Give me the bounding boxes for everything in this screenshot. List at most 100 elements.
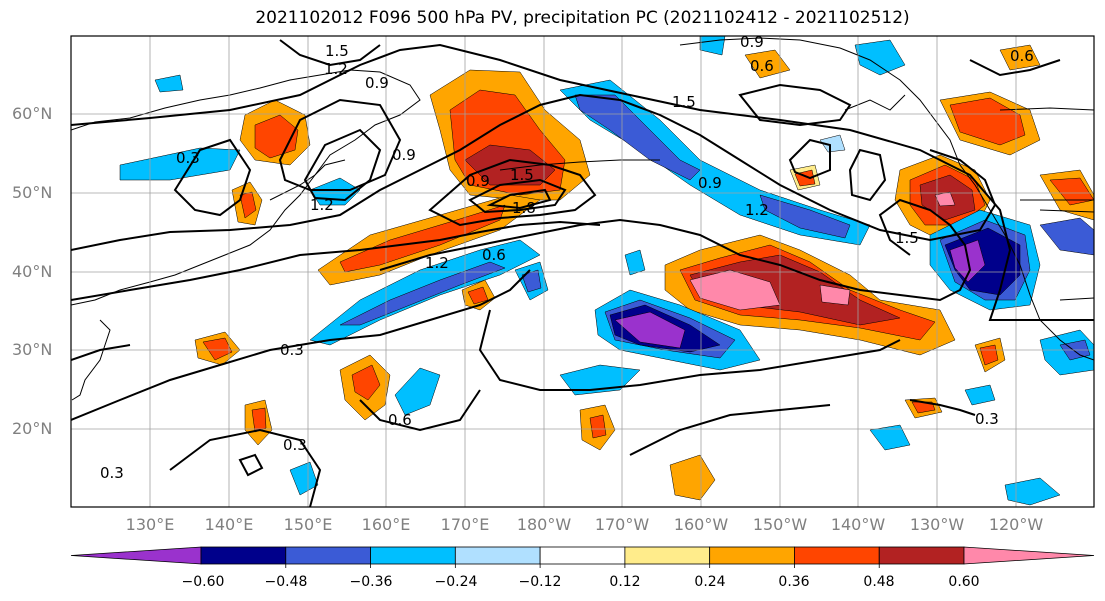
colorbar-segment <box>624 546 711 565</box>
contour-20 <box>71 344 131 361</box>
colorbar-segment <box>963 546 1095 565</box>
contour-19 <box>738 83 852 127</box>
contour-22 <box>279 39 381 67</box>
contour-1 <box>71 43 1094 321</box>
colorbar-tick-label: 0.36 <box>778 574 810 590</box>
contour-12 <box>478 309 901 391</box>
shade-arctic-orange <box>999 44 1041 71</box>
contour-labels: 1.5 1.2 0.9 0.9 0.6 0.6 0.3 0.9 1.2 0.9 … <box>100 36 1034 482</box>
shade-se2-cyan <box>1004 477 1061 506</box>
contour-label: 1.5 <box>325 42 349 60</box>
colorbar-segment <box>70 546 202 565</box>
shade-gulf-blue <box>574 94 701 181</box>
shade-south-red <box>589 414 607 439</box>
contour-label: 0.6 <box>1010 47 1034 65</box>
contour-label: 1.5 <box>510 166 534 184</box>
lat-label: 40°N <box>12 262 53 281</box>
shade-south2-orange <box>669 454 716 501</box>
colorbar <box>70 546 1095 568</box>
coastlines <box>71 37 1094 401</box>
shade-nw-cyan <box>699 36 726 56</box>
contour-label: 0.3 <box>975 410 999 428</box>
colorbar-tick-label: −0.48 <box>264 574 308 590</box>
lon-label: 140°W <box>830 515 886 534</box>
contour-label: 0.6 <box>750 57 774 75</box>
colorbar-segment <box>794 546 880 565</box>
contour-4 <box>278 98 402 191</box>
colorbar-tick-label: −0.60 <box>181 574 225 590</box>
lon-label: 170°W <box>594 515 650 534</box>
shade-northbering-orange <box>744 49 791 79</box>
lon-label: 160°E <box>361 515 411 534</box>
contour-8 <box>486 188 552 210</box>
contour-label: 0.9 <box>698 174 722 192</box>
colorbar-segment <box>200 546 287 565</box>
contour-label: 0.3 <box>283 436 307 454</box>
contour-9 <box>71 220 601 301</box>
shade-sw2-red <box>251 407 267 433</box>
contour-label: 1.2 <box>425 254 449 272</box>
shade-nwpac-red <box>339 204 506 273</box>
shade-canada-east-red <box>1049 177 1094 206</box>
shade-sw3-cyan <box>289 461 319 496</box>
colorbar-tick-label: 0.24 <box>694 574 726 590</box>
shade-alaska-cyan <box>854 39 906 76</box>
contour-label: 1.5 <box>672 93 696 111</box>
shade-east-blue <box>1039 217 1094 256</box>
contour-2 <box>71 93 997 251</box>
contour-label: 0.9 <box>392 146 416 164</box>
contour-label: 0.6 <box>482 246 506 264</box>
shade-lightblue-1 <box>819 134 846 153</box>
lon-label: 150°E <box>283 515 333 534</box>
shade-wp-red <box>202 337 233 361</box>
contour-label: 1.8 <box>512 199 536 217</box>
colorbar-segment <box>370 546 456 565</box>
contour-label: 1.2 <box>745 201 769 219</box>
contour-label: 1.2 <box>324 60 348 78</box>
shade-s-cyan3 <box>624 249 646 276</box>
lon-label: 130°W <box>909 515 965 534</box>
shade-bigisland-cyan <box>964 384 996 406</box>
lon-label: 160°W <box>673 515 729 534</box>
lon-label: 150°W <box>752 515 808 534</box>
colorbar-segment <box>878 546 965 565</box>
contour-16 <box>909 399 976 416</box>
contour-15 <box>629 404 831 456</box>
contour-17 <box>788 138 831 180</box>
contour-label: 0.3 <box>100 464 124 482</box>
contour-11 <box>71 269 531 421</box>
shade-sw-cyan <box>394 367 441 416</box>
contour-13 <box>169 428 322 507</box>
lon-label: 120°W <box>988 515 1044 534</box>
colorbar-tick-label: −0.12 <box>518 574 562 590</box>
lon-label: 180°W <box>516 515 572 534</box>
contour-label: 0.3 <box>176 149 200 167</box>
contour-label: 1.2 <box>310 196 334 214</box>
contour-10 <box>379 198 972 302</box>
contour-23 <box>969 59 1061 77</box>
shade-central-pink2 <box>819 284 851 306</box>
contour-label: 0.3 <box>280 341 304 359</box>
contour-label: 0.6 <box>388 411 412 429</box>
colorbar-tick-label: −0.36 <box>349 574 393 590</box>
colorbar-tick-label: 0.12 <box>609 574 641 590</box>
shade-sw-red <box>351 364 381 401</box>
lon-label: 130°E <box>125 515 175 534</box>
shade-bering-darkred <box>464 144 556 186</box>
contour-14 <box>359 389 481 432</box>
shade-se-cyan <box>869 424 911 451</box>
lat-label: 20°N <box>12 419 53 438</box>
lon-label: 140°E <box>204 515 254 534</box>
shade-hawaii-purple <box>614 311 686 349</box>
colorbar-segment <box>709 546 795 565</box>
contour-6 <box>428 158 597 227</box>
pv-contours <box>71 39 1094 507</box>
contour-label: 0.9 <box>365 74 389 92</box>
colorbar-tick-label: 0.60 <box>948 574 980 590</box>
colorbar-segment <box>454 546 541 565</box>
map-title: 2021102012 F096 500 hPa PV, precipitatio… <box>255 8 910 28</box>
contour-18 <box>848 148 887 202</box>
lat-label: 50°N <box>12 183 53 202</box>
colorbar-segment <box>539 546 626 565</box>
lon-label: 170°E <box>440 515 490 534</box>
